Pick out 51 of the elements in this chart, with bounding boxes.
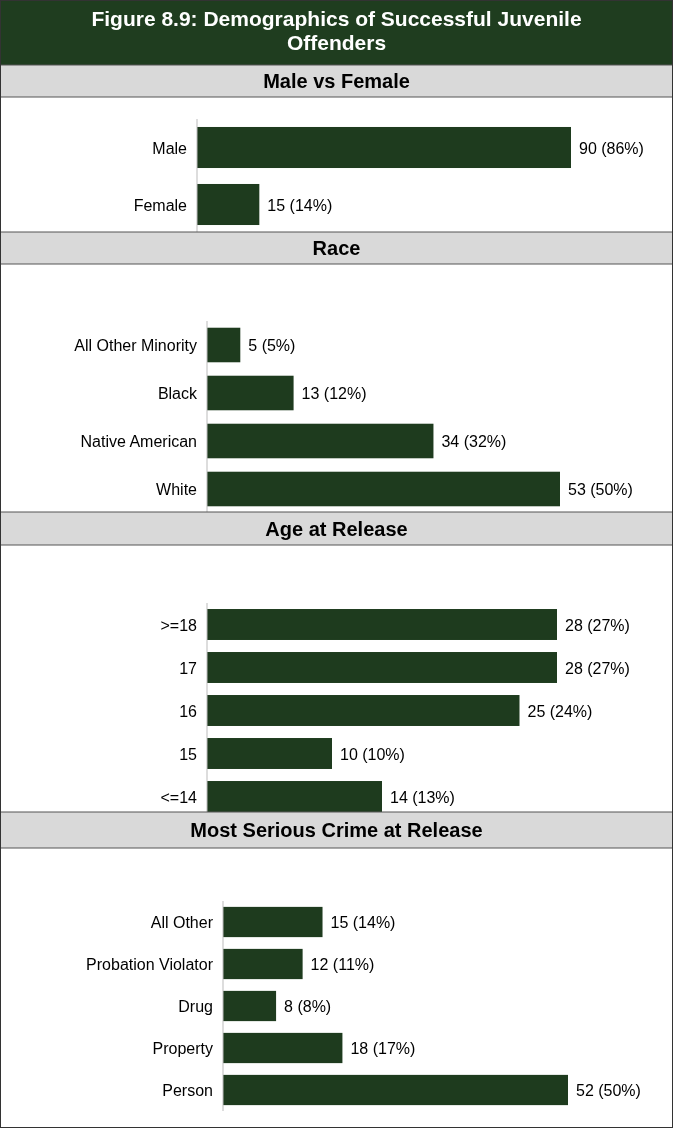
y-tick-label: Property xyxy=(152,1040,213,1057)
data-label: 28 (27%) xyxy=(565,616,630,634)
data-label: 34 (32%) xyxy=(441,433,507,450)
bar xyxy=(207,327,241,363)
chart-subtitle: Male vs Female xyxy=(263,70,410,92)
bar xyxy=(207,695,520,726)
bar xyxy=(223,990,277,1022)
y-tick-label: <=14 xyxy=(160,788,198,806)
chart-title: Figure 8.9: Demographics of Successful Juvenile Offenders xyxy=(91,7,582,54)
y-tick-label: All Other xyxy=(150,914,214,931)
bar xyxy=(223,948,303,980)
data-label: 15 (14%) xyxy=(330,914,396,931)
data-label: 53 (50%) xyxy=(568,481,633,498)
bar xyxy=(207,781,382,812)
data-label: 15 (14%) xyxy=(267,196,333,214)
y-tick-label: Male xyxy=(152,139,188,157)
chart-title: Age at Release xyxy=(265,517,408,540)
y-tick-label: 17 xyxy=(179,659,198,677)
bar xyxy=(207,423,434,459)
bar xyxy=(223,1074,568,1106)
chart-title: Race xyxy=(312,237,361,259)
y-tick-label: White xyxy=(156,481,198,498)
y-tick-label: Person xyxy=(162,1082,213,1099)
y-tick-label: All Other Minority xyxy=(74,337,197,354)
y-tick-label: 16 xyxy=(179,702,198,720)
bar xyxy=(207,652,557,683)
bar xyxy=(207,738,332,769)
y-tick-label: Native American xyxy=(80,433,197,450)
data-label: 12 (11%) xyxy=(310,956,375,973)
y-tick-label: Female xyxy=(133,196,188,214)
data-label: 5 (5%) xyxy=(248,337,296,354)
chart-title: Most Serious Crime at Release xyxy=(190,819,483,841)
data-label: 28 (27%) xyxy=(565,659,630,677)
data-label: 13 (12%) xyxy=(301,385,367,402)
bar xyxy=(207,375,294,411)
y-tick-label: Black xyxy=(157,385,198,402)
data-label: 18 (17%) xyxy=(350,1040,416,1057)
data-label: 8 (8%) xyxy=(284,998,332,1015)
data-label: 14 (13%) xyxy=(390,788,455,806)
bar xyxy=(207,609,557,640)
y-tick-label: >=18 xyxy=(160,616,198,634)
data-label: 10 (10%) xyxy=(340,745,405,763)
data-label: 25 (24%) xyxy=(527,702,593,720)
data-label: 90 (86%) xyxy=(579,139,644,157)
y-tick-label: 15 xyxy=(179,745,198,763)
data-label: 52 (50%) xyxy=(576,1082,641,1099)
bar xyxy=(223,1032,343,1064)
y-tick-label: Probation Violator xyxy=(86,956,214,973)
bar xyxy=(207,471,560,507)
bar xyxy=(223,906,323,938)
y-tick-label: Drug xyxy=(178,998,213,1015)
